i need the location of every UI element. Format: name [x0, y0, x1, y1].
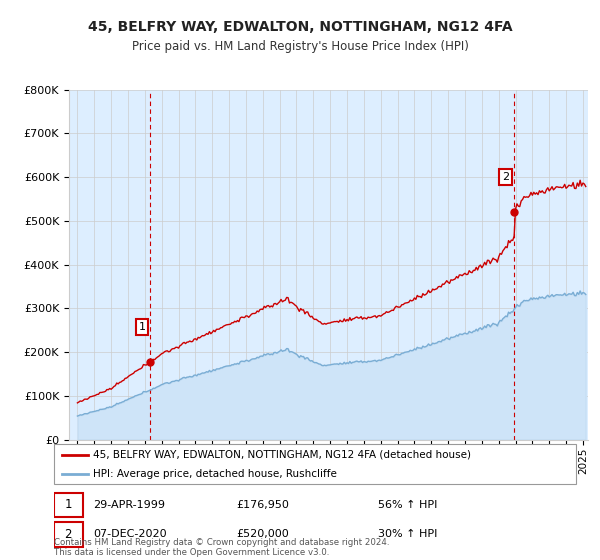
Text: £520,000: £520,000 — [236, 529, 289, 539]
Text: 2: 2 — [64, 528, 72, 541]
Text: £176,950: £176,950 — [236, 500, 290, 510]
Text: HPI: Average price, detached house, Rushcliffe: HPI: Average price, detached house, Rush… — [93, 469, 337, 478]
Text: 1: 1 — [139, 322, 146, 332]
Text: 07-DEC-2020: 07-DEC-2020 — [93, 529, 167, 539]
Text: 45, BELFRY WAY, EDWALTON, NOTTINGHAM, NG12 4FA: 45, BELFRY WAY, EDWALTON, NOTTINGHAM, NG… — [88, 20, 512, 34]
FancyBboxPatch shape — [54, 493, 83, 517]
Text: 45, BELFRY WAY, EDWALTON, NOTTINGHAM, NG12 4FA (detached house): 45, BELFRY WAY, EDWALTON, NOTTINGHAM, NG… — [93, 450, 471, 460]
Text: 30% ↑ HPI: 30% ↑ HPI — [377, 529, 437, 539]
FancyBboxPatch shape — [54, 444, 576, 484]
FancyBboxPatch shape — [54, 522, 83, 547]
Text: 1: 1 — [64, 498, 72, 511]
Text: Contains HM Land Registry data © Crown copyright and database right 2024.
This d: Contains HM Land Registry data © Crown c… — [54, 538, 389, 557]
Text: 29-APR-1999: 29-APR-1999 — [93, 500, 165, 510]
Text: 2: 2 — [502, 172, 509, 182]
Text: Price paid vs. HM Land Registry's House Price Index (HPI): Price paid vs. HM Land Registry's House … — [131, 40, 469, 53]
Text: 56% ↑ HPI: 56% ↑ HPI — [377, 500, 437, 510]
